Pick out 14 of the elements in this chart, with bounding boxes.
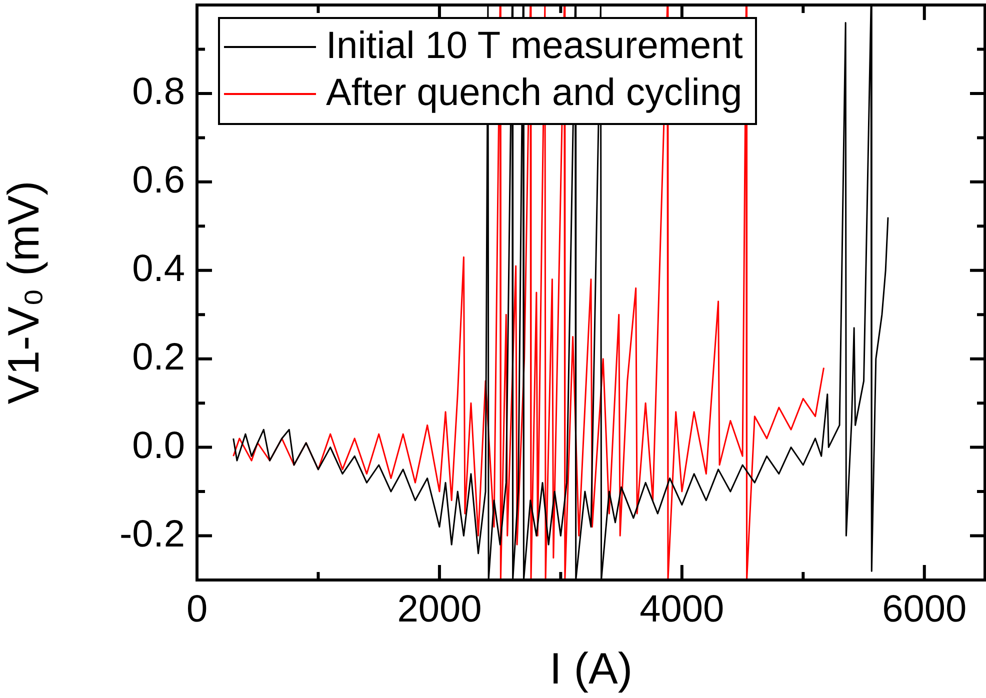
- y-tick-label: 0.6: [132, 159, 185, 202]
- y-tick-label: 0.2: [132, 336, 185, 378]
- legend-label: After quench and cycling: [326, 71, 742, 116]
- x-axis-title: I (A): [549, 644, 633, 694]
- x-tick-label: 0: [186, 588, 208, 630]
- legend-label: Initial 10 T measurement: [326, 24, 743, 69]
- y-tick-label: -0.2: [120, 513, 185, 556]
- y-tick-label: 0.4: [132, 248, 185, 290]
- x-tick-label: 6000: [882, 588, 967, 630]
- y-tick-label: 0.0: [132, 424, 185, 467]
- y-axis-title: V1-V₀ (mV): [0, 180, 49, 404]
- x-tick-label: 2000: [397, 588, 482, 630]
- y-tick-label: 0.8: [132, 70, 185, 113]
- x-tick-label: 4000: [640, 588, 724, 630]
